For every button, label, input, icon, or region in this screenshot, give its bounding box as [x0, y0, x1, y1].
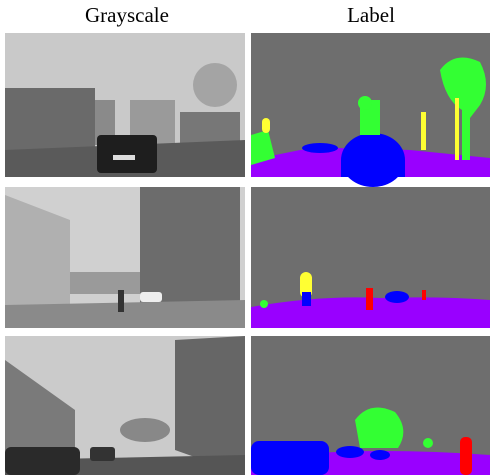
grayscale-image	[5, 33, 245, 177]
grayscale-image	[5, 187, 245, 328]
grayscale-image	[5, 336, 245, 475]
label-image	[251, 33, 490, 187]
label-image	[251, 336, 490, 475]
column-title: Grayscale	[85, 3, 169, 27]
column-title: Label	[347, 3, 395, 27]
label-image	[251, 187, 490, 328]
